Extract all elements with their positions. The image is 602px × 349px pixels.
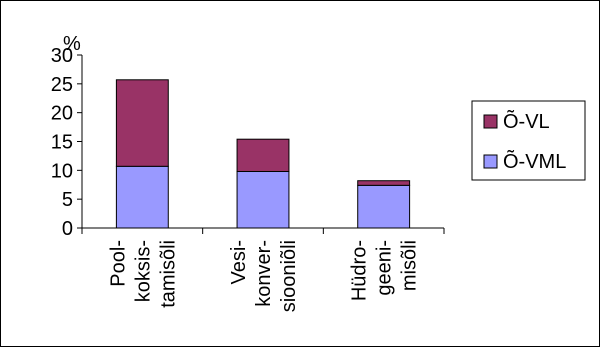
category-label: siooniõli [278,240,300,312]
bar-segment [236,170,290,229]
bar-segment [357,184,411,229]
y-tick-label: 25 [51,74,73,96]
legend-swatch [483,114,498,129]
category-label: konver- [253,240,275,307]
legend-swatch [483,154,498,169]
y-unit-label: % [63,33,81,55]
y-tick-label: 30 [51,45,73,67]
category-label: Pool- [107,240,129,287]
y-tick-label: 10 [51,160,73,182]
bars [115,79,411,229]
legend-label: Õ-VML [503,149,566,173]
category-label: Vesi- [228,240,250,284]
y-tick-label: 20 [51,103,73,125]
legend-label: Õ-VL [503,109,550,133]
bar-segment [357,180,411,186]
axis-labels: 0 5 10 15 20 25 30% Pool-koksis-tamisõli Vesi-ko… [51,33,421,312]
bar-segment [115,165,169,229]
category-label: Hüdro- [349,240,371,301]
y-tick-label: 0 [62,218,73,240]
category-label: geeni- [374,240,396,296]
bar-segment [115,79,169,167]
category-label: koksis- [132,240,154,302]
legend: Õ-VL Õ-VML [471,100,586,181]
bar-segment [236,138,290,172]
category-label: misõli [399,240,421,291]
category-label: tamisõli [157,240,179,308]
y-tick-label: 15 [51,132,73,154]
y-tick-label: 5 [62,189,73,211]
